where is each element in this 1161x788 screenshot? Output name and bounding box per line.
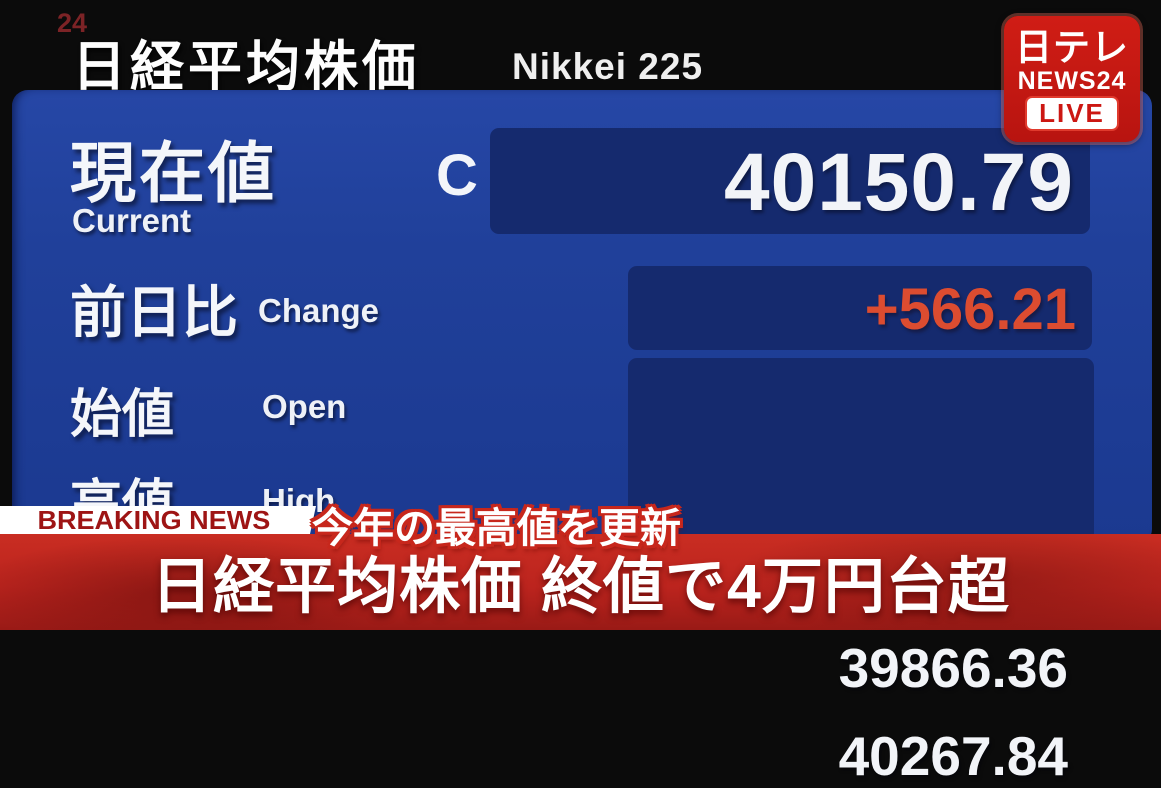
breaking-news-strip: BREAKING NEWS — [0, 506, 316, 534]
headline-band: 日経平均株価 終値で4万円台超 — [0, 534, 1161, 630]
channel-watermark: 24 — [57, 8, 88, 38]
live-badge: LIVE — [1027, 98, 1117, 130]
page-subtitle: Nikkei 225 — [512, 46, 704, 87]
label-open-jp: 始値 — [70, 386, 175, 444]
change-value: +566.21 — [864, 277, 1076, 342]
page-title: 日経平均株価 — [72, 37, 420, 97]
current-value: 40150.79 — [723, 137, 1074, 228]
breaking-news-label: BREAKING NEWS — [37, 504, 271, 535]
label-current-en: Current — [72, 202, 192, 239]
open-value: 39866.36 — [838, 637, 1068, 699]
high-value: 40267.84 — [838, 725, 1068, 787]
logo-channel-text: NEWS24 — [1017, 66, 1127, 95]
label-change-jp: 前日比 — [70, 281, 238, 344]
current-value-box: 40150.79 — [490, 128, 1090, 234]
current-marker: C — [436, 143, 478, 208]
headline-text: 日経平均株価 終値で4万円台超 — [151, 551, 1010, 620]
label-open-en: Open — [262, 388, 347, 425]
label-change-en: Change — [258, 292, 380, 329]
open-high-value-box: 39866.36 40267.84 — [628, 358, 1094, 787]
channel-logo: 日テレ NEWS24 LIVE — [1004, 16, 1140, 142]
label-current-jp: 現在値 — [70, 136, 277, 210]
change-value-box: +566.21 — [628, 266, 1092, 350]
breaking-subtitle: 今年の最高値を更新 — [312, 505, 681, 551]
tv-news-frame: { "watermark": "24", "header": { "title_… — [0, 8, 1161, 787]
quote-board-panel: 現在値 Current C 40150.79 前日比 Change +566.2… — [12, 90, 1152, 787]
logo-brand-text: 日テレ — [1015, 26, 1129, 68]
